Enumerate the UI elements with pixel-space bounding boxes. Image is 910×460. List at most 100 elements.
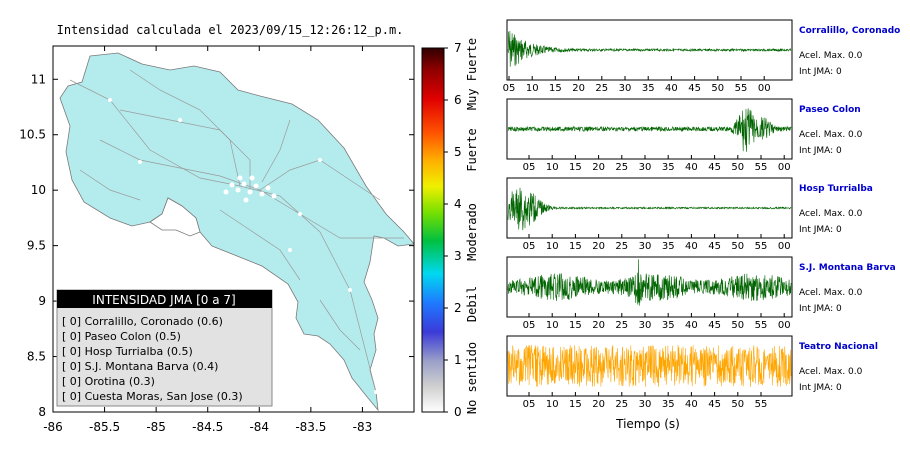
trace-tick-label: 55 <box>755 320 768 331</box>
trace-accel-max: Acel. Max. 0.0 <box>799 367 863 377</box>
legend-item: [ 0] Corralillo, Coronado (0.6) <box>62 315 223 328</box>
trace-tick-label: 20 <box>592 162 605 173</box>
legend-item: [ 0] Orotina (0.3) <box>62 375 155 388</box>
map-x-tick-label: -83 <box>353 420 373 434</box>
trace-tick-label: 45 <box>708 241 721 252</box>
trace-accel-max: Acel. Max. 0.0 <box>799 51 863 61</box>
trace-tick-label: 50 <box>731 241 744 252</box>
map-y-tick-label: 11 <box>31 72 46 86</box>
colorbar-tick-label: 0 <box>454 405 462 419</box>
trace-int-jma: Int JMA: 0 <box>799 146 842 156</box>
trace-int-jma: Int JMA: 0 <box>799 67 842 77</box>
trace-accel-max: Acel. Max. 0.0 <box>799 130 863 140</box>
trace-tick-label: 50 <box>731 320 744 331</box>
map-x-tick-label: -86 <box>43 420 63 434</box>
trace-tick-label: 10 <box>526 83 539 94</box>
legend-item: [ 0] S.J. Montana Barva (0.4) <box>62 360 218 373</box>
trace-tick-label: 35 <box>642 83 655 94</box>
trace-tick-label: 10 <box>546 241 559 252</box>
trace-tick-label: 45 <box>708 399 721 410</box>
colorbar-tick-label: 3 <box>454 249 462 263</box>
trace-tick-label: 00 <box>758 83 771 94</box>
legend-header <box>57 290 272 308</box>
map-x-tick-label: -85.5 <box>89 420 120 434</box>
trace-tick-label: 40 <box>665 83 678 94</box>
trace-tick-label: 55 <box>755 399 768 410</box>
trace-tick-label: 00 <box>778 320 791 331</box>
trace-waveform <box>507 187 792 231</box>
legend-background <box>56 289 273 407</box>
colorbar-tick-label: 2 <box>454 301 462 315</box>
map-y-tick-label: 8 <box>38 405 46 419</box>
trace-tick-label: 10 <box>546 399 559 410</box>
trace-int-jma: Int JMA: 0 <box>799 383 842 393</box>
trace-tick-label: 05 <box>523 162 536 173</box>
trace-panel: 05 10 15 20 25 30 35 40 45 50 55 Teatro Nacional Ace… <box>506 335 878 410</box>
colorbar <box>421 47 445 413</box>
trace-tick-label: 50 <box>731 162 744 173</box>
trace-tick-label: 05 <box>523 320 536 331</box>
colorbar-tick-label: 1 <box>454 353 462 367</box>
trace-tick-label: 20 <box>572 83 585 94</box>
trace-tick-label: 20 <box>592 399 605 410</box>
map-y-tick-label: 10.5 <box>19 128 46 142</box>
trace-tick-label: 40 <box>685 399 698 410</box>
trace-tick-label: 10 <box>546 320 559 331</box>
trace-tick-label: 25 <box>615 320 628 331</box>
trace-accel-max: Acel. Max. 0.0 <box>799 288 863 298</box>
trace-tick-label: 40 <box>685 241 698 252</box>
colorbar-label-debil: Debil <box>465 286 479 322</box>
seismogram-panels: 05 10 15 20 25 30 35 40 45 50 55 00 Corralillo, Coro… <box>503 19 900 410</box>
trace-waveform <box>507 31 792 67</box>
trace-tick-label: 15 <box>569 320 582 331</box>
trace-tick-label: 15 <box>549 83 562 94</box>
colorbar-tick-label: 5 <box>454 145 462 159</box>
trace-tick-label: 40 <box>685 320 698 331</box>
colorbar-label-fuerte: Fuerte <box>465 128 479 171</box>
intensity-legend: INTENSIDAD JMA [0 a 7] [ 0] Corralillo, … <box>56 289 273 407</box>
legend-item: [ 0] Paseo Colon (0.5) <box>62 330 181 343</box>
road-network <box>69 69 404 393</box>
map-y-tick-label: 9.5 <box>27 239 46 253</box>
trace-tick-label: 25 <box>615 241 628 252</box>
trace-tick-label: 20 <box>592 320 605 331</box>
map-y-tick-label: 9 <box>38 294 46 308</box>
trace-tick-label: 40 <box>685 162 698 173</box>
trace-panel: 05 10 15 20 25 30 35 40 45 50 55 00 Hosp Turrialba Ac… <box>506 177 873 252</box>
trace-tick-label: 00 <box>778 162 791 173</box>
colorbar-tick-label: 7 <box>454 41 462 55</box>
trace-waveform <box>507 259 792 306</box>
map-y-tick-label: 8.5 <box>27 350 46 364</box>
trace-tick-label: 45 <box>708 320 721 331</box>
legend-item: [ 0] Cuesta Moras, San Jose (0.3) <box>62 390 243 403</box>
colorbar-label-moderado: Moderado <box>465 203 479 261</box>
trace-tick-label: 55 <box>755 241 768 252</box>
trace-tick-label: 30 <box>619 83 632 94</box>
colorbar-tick-label: 4 <box>454 197 462 211</box>
map-x-tick-label: -83.5 <box>295 420 326 434</box>
trace-station-name: Paseo Colon <box>799 105 861 115</box>
trace-tick-label: 20 <box>592 241 605 252</box>
trace-tick-label: 30 <box>639 320 652 331</box>
trace-tick-label: 05 <box>523 399 536 410</box>
map-frame <box>52 45 415 413</box>
trace-tick-label: 35 <box>662 162 675 173</box>
trace-accel-max: Acel. Max. 0.0 <box>799 209 863 219</box>
trace-tick-label: 50 <box>711 83 724 94</box>
trace-tick-label: 05 <box>523 241 536 252</box>
map-y-tick-label: 10 <box>31 183 46 197</box>
colorbar-label-no-sentido: No sentido <box>465 342 479 414</box>
trace-tick-label: 05 <box>503 83 516 94</box>
trace-tick-label: 25 <box>615 162 628 173</box>
map-x-tick-label: -84.5 <box>192 420 223 434</box>
map-x-tick-label: -84 <box>249 420 269 434</box>
trace-tick-label: 30 <box>639 162 652 173</box>
trace-tick-label: 30 <box>639 241 652 252</box>
map-title: Intensidad calculada el 2023/09/15_12:26… <box>57 23 404 37</box>
trace-station-name: Hosp Turrialba <box>799 184 873 194</box>
trace-tick-label: 15 <box>569 241 582 252</box>
trace-tick-label: 35 <box>662 399 675 410</box>
trace-tick-label: 55 <box>755 162 768 173</box>
trace-station-name: S.J. Montana Barva <box>799 263 896 273</box>
colorbar-tick-label: 6 <box>454 93 462 107</box>
